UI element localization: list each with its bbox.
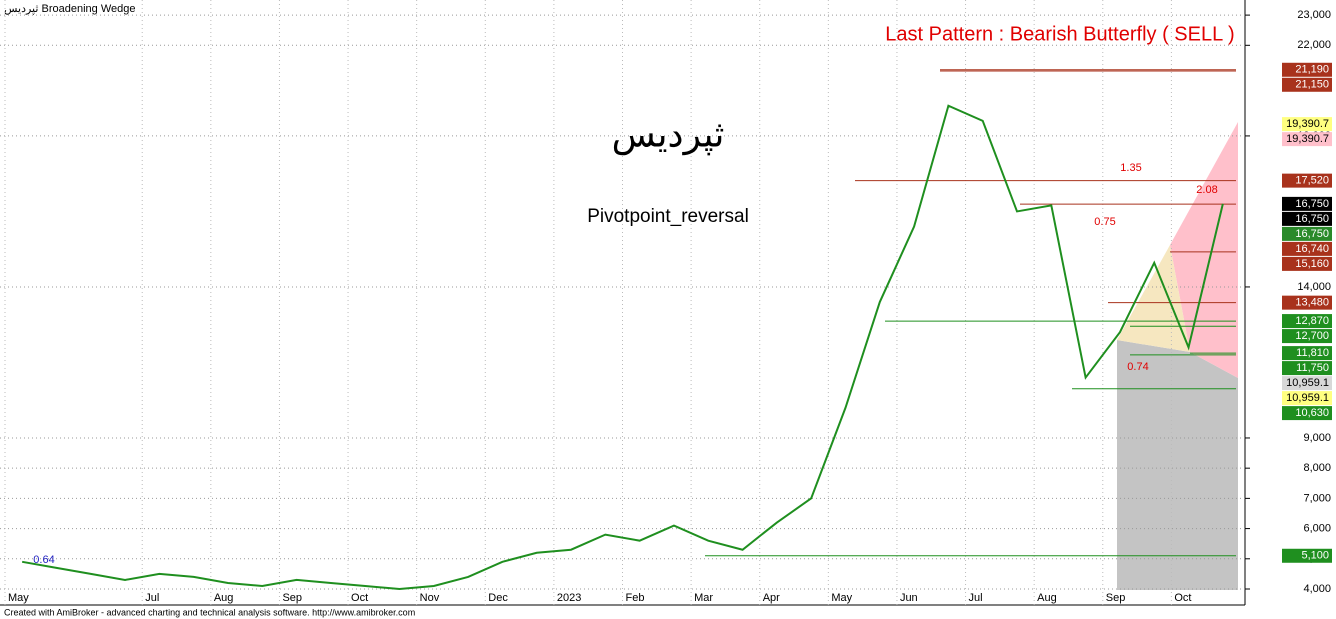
x-tick-label: May — [831, 592, 852, 604]
price-tag — [1282, 62, 1332, 77]
annotation: 2.08 — [1196, 184, 1217, 196]
x-tick-label: Apr — [763, 592, 780, 604]
price-tag-label: 10,959.1 — [1286, 392, 1329, 404]
x-tick-label: Sep — [282, 592, 302, 604]
annotation: 1.35 — [1120, 162, 1141, 174]
x-tick-label: May — [8, 592, 29, 604]
price-tag-label: 16,750 — [1295, 228, 1329, 240]
price-tag — [1282, 295, 1332, 310]
price-tag-label: 11,750 — [1296, 362, 1329, 374]
price-tag — [1282, 391, 1332, 406]
x-tick-label: Oct — [1174, 592, 1191, 604]
x-tick-label: Jul — [145, 592, 159, 604]
price-tag-label: 12,700 — [1295, 330, 1329, 342]
price-tag-label: 13,480 — [1295, 297, 1329, 309]
pattern-zone — [1117, 245, 1190, 352]
x-tick-label: Aug — [214, 592, 234, 604]
price-tag-label: 16,750 — [1295, 198, 1329, 210]
y-tick-label: 23,000 — [1297, 9, 1331, 21]
price-tag-label: 19,390.7 — [1286, 133, 1329, 145]
price-tag — [1282, 77, 1332, 92]
y-tick-label: 14,000 — [1297, 281, 1331, 293]
x-tick-label: Oct — [351, 592, 368, 604]
x-tick-label: Feb — [626, 592, 645, 604]
price-tag — [1282, 376, 1332, 391]
price-tag-label: 16,740 — [1295, 243, 1329, 255]
price-tag — [1282, 196, 1332, 211]
pattern-zone — [1170, 122, 1238, 378]
price-tag-label: 21,150 — [1295, 79, 1329, 91]
price-tag — [1282, 226, 1332, 241]
price-tag — [1282, 406, 1332, 421]
y-tick-label: 8,000 — [1303, 462, 1331, 474]
price-tag — [1282, 211, 1332, 226]
price-tag — [1282, 173, 1332, 188]
price-tag-label: 16,750 — [1295, 213, 1329, 225]
price-tag-label: 17,520 — [1295, 175, 1329, 187]
y-tick-label: 7,000 — [1303, 492, 1331, 504]
price-tag — [1282, 241, 1332, 256]
price-tag — [1282, 329, 1332, 344]
y-tick-label: 9,000 — [1303, 432, 1331, 444]
price-tag-label: 15,160 — [1295, 258, 1329, 270]
chart-title: ثپردیس Broadening Wedge — [4, 3, 135, 15]
x-tick-label: Mar — [694, 592, 713, 604]
x-tick-label: Nov — [420, 592, 440, 604]
x-tick-label: Sep — [1106, 592, 1126, 604]
x-tick-label: 2023 — [557, 592, 581, 604]
price-tag-label: 21,190 — [1295, 64, 1329, 76]
projection-zone — [1117, 340, 1238, 590]
x-tick-label: Aug — [1037, 592, 1057, 604]
x-tick-label: Jun — [900, 592, 918, 604]
y-tick-label: 4,000 — [1303, 583, 1331, 595]
price-line — [21, 104, 1224, 590]
y-tick-label: 6,000 — [1303, 522, 1331, 534]
price-tag — [1282, 256, 1332, 271]
price-tag-label: 12,870 — [1295, 315, 1329, 327]
price-tag-label: 10,959.1 — [1286, 377, 1329, 389]
x-tick-label: Jul — [969, 592, 983, 604]
price-tag — [1282, 346, 1332, 361]
price-tag — [1282, 361, 1332, 376]
price-tag-label: 19,390.7 — [1286, 118, 1329, 130]
annotation: 0.64 — [33, 554, 54, 566]
y-tick-label: 22,000 — [1297, 39, 1331, 51]
price-tag — [1282, 548, 1332, 563]
annotation: Pivotpoint_reversal — [587, 206, 749, 227]
annotation: 0.74 — [1127, 361, 1148, 373]
footer: Created with AmiBroker - advanced charti… — [4, 607, 415, 617]
annotation: ثپردیس — [612, 114, 725, 156]
x-tick-label: Dec — [488, 592, 508, 604]
annotation: 0.75 — [1094, 216, 1115, 228]
price-tag-label: 11,810 — [1296, 347, 1329, 359]
price-tag-label: 5,100 — [1301, 550, 1329, 562]
price-tag-label: 10,630 — [1295, 407, 1329, 419]
price-tag — [1282, 314, 1332, 329]
annotation: Last Pattern : Bearish Butterfly ( SELL … — [885, 23, 1234, 45]
price-tag — [1282, 132, 1332, 147]
price-tag — [1282, 117, 1332, 132]
